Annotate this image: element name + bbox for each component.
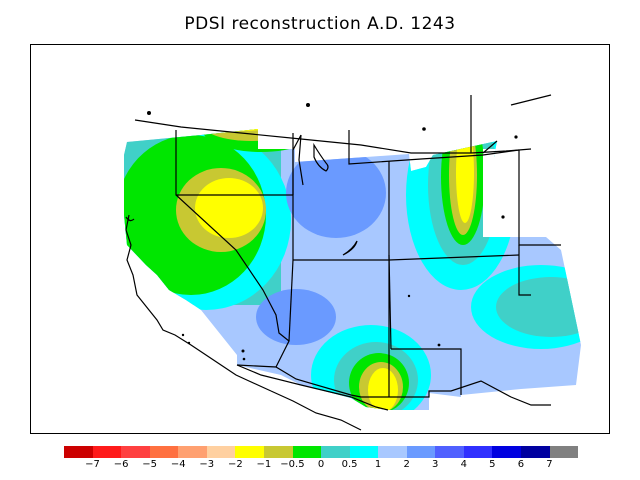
legend-swatch xyxy=(492,446,521,458)
legend-swatch xyxy=(92,446,122,458)
legend-tick-label: 1 xyxy=(374,459,382,470)
legend-tick-label: 0 xyxy=(317,459,325,470)
legend-tick-label: 0.5 xyxy=(341,459,358,470)
legend-swatch xyxy=(349,446,379,458)
legend-swatch xyxy=(178,446,207,458)
legend-swatch xyxy=(206,446,236,458)
legend-tick-label: −4 xyxy=(170,459,186,470)
legend-tick-label: 7 xyxy=(546,459,553,470)
legend-ticks: −7 −6 −5 −4 −3 −2 −1 −0.5 0 0.5 1 2 3 4 5 6 7 xyxy=(64,459,578,473)
map-frame xyxy=(30,44,610,434)
legend-swatch xyxy=(435,446,464,458)
map-features xyxy=(147,103,518,361)
legend-tick-label: −7 xyxy=(85,459,100,470)
legend-swatch xyxy=(64,446,93,458)
legend-swatch xyxy=(263,446,293,458)
legend-tick-label: 6 xyxy=(517,459,525,470)
color-legend xyxy=(64,446,579,458)
pdsi-field xyxy=(124,129,581,410)
legend-swatch xyxy=(292,446,322,458)
legend-swatch xyxy=(406,446,436,458)
legend-tick-label: −2 xyxy=(227,459,243,470)
lakes xyxy=(125,142,358,256)
legend-swatch xyxy=(549,446,579,458)
legend-swatch xyxy=(149,446,179,458)
legend-swatch xyxy=(521,446,550,458)
legend-swatch xyxy=(321,446,350,458)
legend-tick-label: 4 xyxy=(460,459,467,470)
map-boundaries xyxy=(125,94,561,431)
map-title: PDSI reconstruction A.D. 1243 xyxy=(184,14,456,34)
legend-swatch xyxy=(235,446,264,458)
legend-swatch xyxy=(463,446,493,458)
pdsi-map xyxy=(124,94,581,431)
legend-swatch xyxy=(378,446,407,458)
legend-tick-label: −5 xyxy=(142,459,158,470)
legend-tick-label: −0.5 xyxy=(280,459,305,470)
legend-tick-label: −3 xyxy=(199,459,215,470)
legend-tick-label: 2 xyxy=(403,459,410,470)
legend-tick-label: 3 xyxy=(432,459,439,470)
legend-swatch xyxy=(121,446,150,458)
legend-tick-label: −1 xyxy=(256,459,272,470)
legend-tick-label: −6 xyxy=(113,459,129,470)
legend-tick-label: 5 xyxy=(489,459,496,470)
